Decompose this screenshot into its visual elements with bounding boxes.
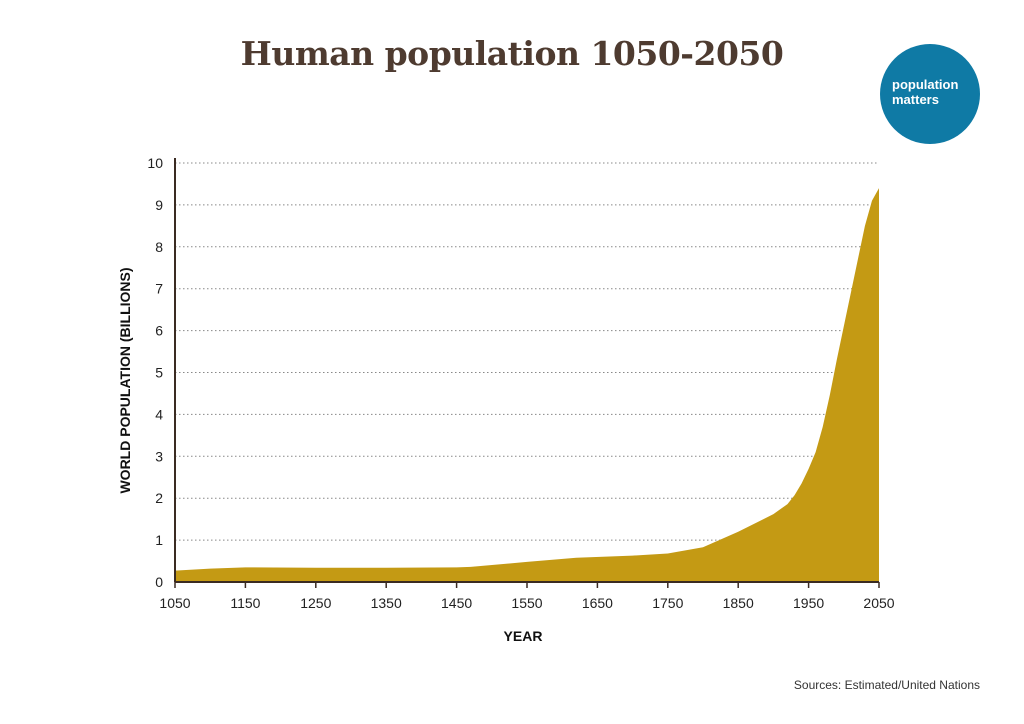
y-axis-title: WORLD POPULATION (BILLIONS) — [117, 267, 133, 493]
y-tick-label: 8 — [155, 239, 163, 255]
y-tick-label: 2 — [155, 490, 163, 506]
y-tick-label: 10 — [147, 155, 163, 171]
x-tick-label: 1750 — [652, 595, 683, 611]
x-tick-label: 1850 — [723, 595, 754, 611]
sources-note: Sources: Estimated/United Nations — [793, 678, 980, 692]
y-tick-label: 5 — [155, 365, 163, 381]
y-tick-label: 6 — [155, 323, 163, 339]
y-tick-label: 0 — [155, 574, 163, 590]
x-tick-label: 1250 — [300, 595, 331, 611]
x-tick-labels: 1050 1150 1250 1350 1450 1550 1650 1750 1850 1950… — [159, 595, 894, 611]
x-tick-label: 1950 — [793, 595, 824, 611]
y-tick-label: 3 — [155, 448, 163, 464]
logo-line-1: population — [892, 77, 959, 92]
y-tick-label: 4 — [155, 406, 163, 422]
y-tick-labels: 0 1 2 3 4 5 6 7 8 9 10 — [147, 155, 163, 590]
y-tick-label: 7 — [155, 281, 163, 297]
population-area — [175, 188, 879, 582]
x-tick-label: 1050 — [159, 595, 190, 611]
x-tick-label: 1350 — [371, 595, 402, 611]
x-tick-label: 1450 — [441, 595, 472, 611]
chart-title: Human population 1050-2050 — [240, 34, 784, 73]
axes — [174, 158, 880, 588]
x-tick-label: 1550 — [511, 595, 542, 611]
grid-lines — [175, 162, 879, 541]
y-tick-label: 9 — [155, 197, 163, 213]
x-tick-label: 2050 — [863, 595, 894, 611]
x-tick-label: 1650 — [582, 595, 613, 611]
population-matters-logo: population matters — [880, 44, 980, 144]
x-axis-title: YEAR — [504, 628, 543, 644]
logo-line-2: matters — [892, 92, 939, 107]
y-tick-label: 1 — [155, 532, 163, 548]
x-tick-label: 1150 — [230, 595, 260, 611]
